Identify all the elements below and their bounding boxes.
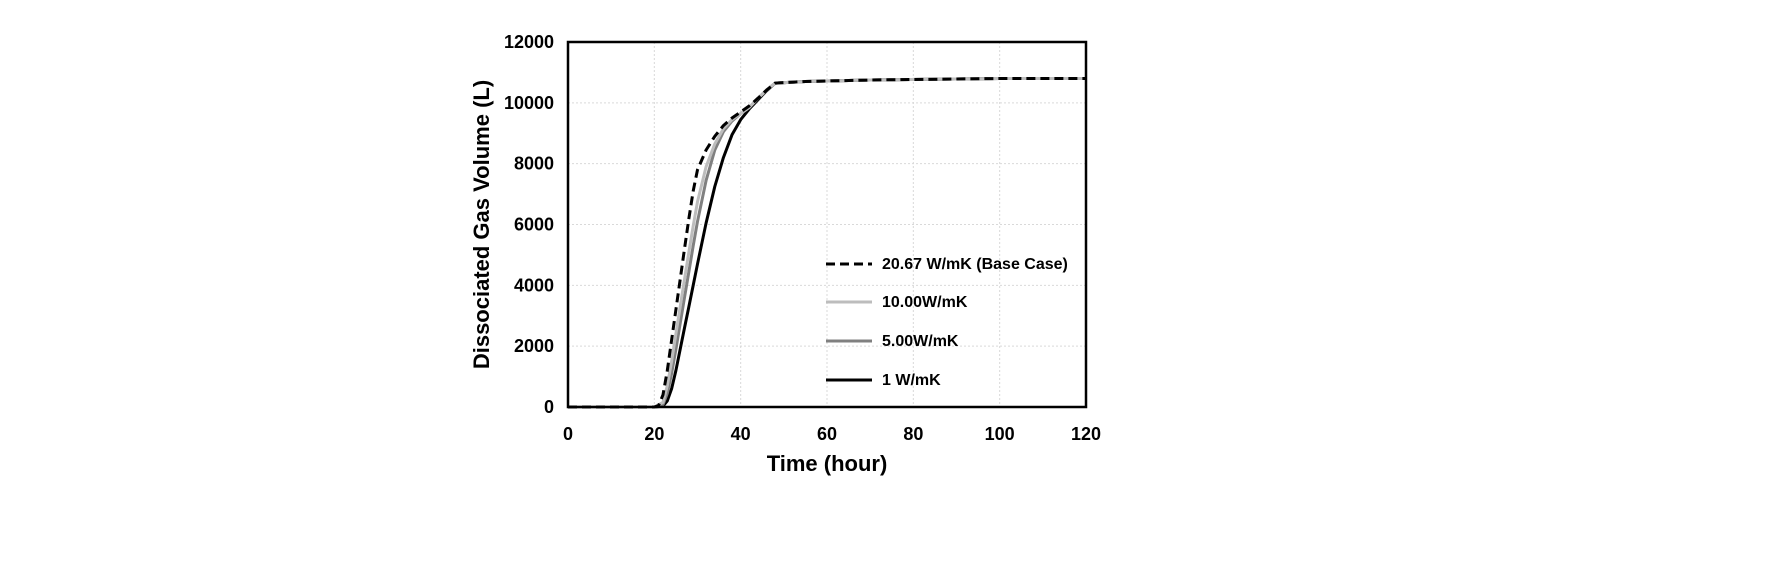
legend-label: 5.00W/mK — [882, 333, 959, 350]
x-tick-label: 60 — [817, 424, 837, 444]
x-tick-label: 20 — [644, 424, 664, 444]
y-tick-label: 6000 — [514, 215, 554, 235]
grid-lines — [567, 41, 1087, 408]
y-tick-label: 4000 — [514, 275, 554, 295]
y-axis-label: Dissociated Gas Volume (L) — [469, 80, 494, 369]
legend-label: 10.00W/mK — [882, 294, 968, 311]
x-tick-label: 40 — [731, 424, 751, 444]
y-tick-label: 10000 — [504, 93, 554, 113]
x-axis-label: Time (hour) — [767, 451, 888, 476]
y-tick-labels: 0 2000 4000 6000 8000 10000 12000 — [504, 32, 554, 417]
x-tick-label: 0 — [563, 424, 573, 444]
x-tick-label: 120 — [1071, 424, 1101, 444]
x-tick-label: 100 — [985, 424, 1015, 444]
y-tick-label: 0 — [544, 397, 554, 417]
legend: 20.67 W/mK (Base Case) 10.00W/mK 5.00W/mK 1… — [826, 256, 1068, 389]
x-tick-label: 80 — [903, 424, 923, 444]
series-line — [568, 77, 1086, 409]
legend-label: 20.67 W/mK (Base Case) — [882, 256, 1068, 273]
plot-frame — [566, 40, 1088, 409]
y-tick-label: 8000 — [514, 154, 554, 174]
y-tick-label: 2000 — [514, 336, 554, 356]
legend-label: 1 W/mK — [882, 372, 941, 389]
series-lines — [568, 77, 1086, 409]
y-tick-label: 12000 — [504, 32, 554, 52]
x-tick-labels: 0 20 40 60 80 100 120 — [563, 424, 1101, 444]
